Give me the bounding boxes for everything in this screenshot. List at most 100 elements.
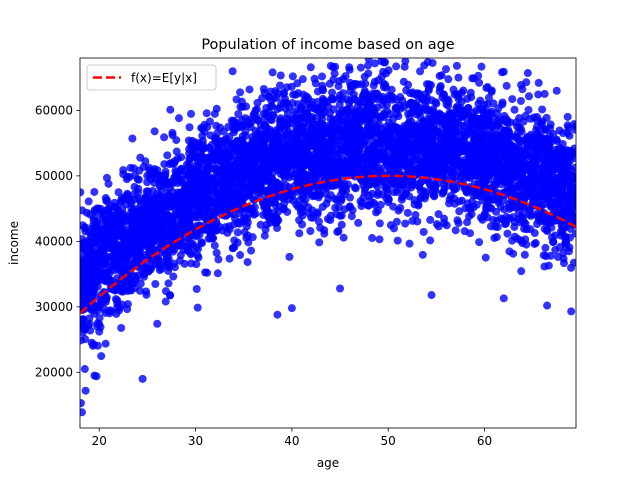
scatter-point [380,155,389,164]
scatter-point [379,111,388,120]
scatter-point [230,187,239,196]
scatter-point [374,206,383,215]
scatter-point [489,99,498,108]
scatter-point [480,123,489,132]
scatter-point [126,163,135,172]
scatter-point [115,306,124,315]
scatter-point [396,180,405,189]
scatter-point [297,137,306,146]
scatter-point [86,326,95,335]
scatter-point [517,213,526,222]
scatter-point [224,187,233,196]
scatter-point [265,127,274,136]
scatter-point [143,178,152,187]
scatter-point [421,100,430,109]
scatter-point [392,153,401,162]
scatter-point [392,109,401,118]
scatter-point [134,184,143,193]
scatter-point [169,222,178,231]
scatter-point [343,180,352,189]
scatter-point [172,136,181,145]
scatter-point [476,104,485,113]
scatter-point [400,150,409,159]
scatter-point [156,173,165,182]
scatter-point [379,83,388,92]
scatter-point [424,156,433,165]
scatter-point [133,242,142,251]
scatter-point [536,192,545,201]
scatter-point [540,152,549,161]
scatter-point [116,198,125,207]
scatter-point [229,220,238,229]
scatter-point [318,72,327,81]
scatter-point [423,145,432,154]
scatter-point [139,162,148,171]
scatter-point [517,127,526,136]
scatter-point [369,198,378,207]
scatter-point [368,89,377,98]
scatter-point [282,114,291,123]
scatter-point [240,212,249,221]
scatter-point [456,158,465,167]
scatter-point [540,262,549,271]
scatter-point [424,84,433,93]
scatter-point [128,134,137,143]
scatter-point [296,159,305,168]
scatter-point [347,166,356,175]
scatter-point [571,122,576,131]
scatter-point [161,248,170,257]
scatter-point [308,139,317,148]
scatter-point [387,92,396,101]
scatter-point [260,167,269,176]
scatter-point [249,166,258,175]
scatter-point [451,154,460,163]
scatter-point [407,131,416,140]
scatter-point [198,131,207,140]
scatter-point [565,247,574,256]
chart-title: Population of income based on age [201,37,454,53]
scatter-point [182,160,191,169]
scatter-point [285,252,294,261]
scatter-point [119,166,128,175]
scatter-point [84,197,93,206]
scatter-point [380,178,389,187]
scatter-point [420,194,429,203]
scatter-point [542,252,551,261]
scatter-point [110,198,119,207]
scatter-point [567,152,576,161]
scatter-point [298,75,307,84]
scatter-point [405,113,414,122]
scatter-point [187,259,196,268]
scatter-point [516,96,525,105]
scatter-point [303,171,312,180]
scatter-point [340,134,349,143]
scatter-point [169,272,178,281]
scatter-point [304,94,313,103]
scatter-point [124,250,133,259]
scatter-point [184,208,193,217]
scatter-point [189,143,198,152]
scatter-point [156,191,165,200]
scatter-point [123,189,132,198]
scatter-point [183,215,192,224]
scatter-point [474,155,483,164]
scatter-point [200,120,209,129]
scatter-point [244,120,253,129]
scatter-point [498,98,507,107]
scatter-point [493,223,502,232]
scatter-point [311,79,320,88]
scatter-point [376,130,385,139]
scatter-point [347,212,356,221]
scatter-point [524,92,533,101]
scatter-point [206,195,215,204]
scatter-point [530,229,539,238]
scatter-point [97,352,106,361]
scatter-point [534,211,543,220]
scatter-point [136,279,145,288]
scatter-point [238,178,247,187]
scatter-point [368,234,377,243]
scatter-point [375,219,384,228]
scatter-point [478,138,487,147]
scatter-point [382,100,391,109]
scatter-point [371,114,380,123]
